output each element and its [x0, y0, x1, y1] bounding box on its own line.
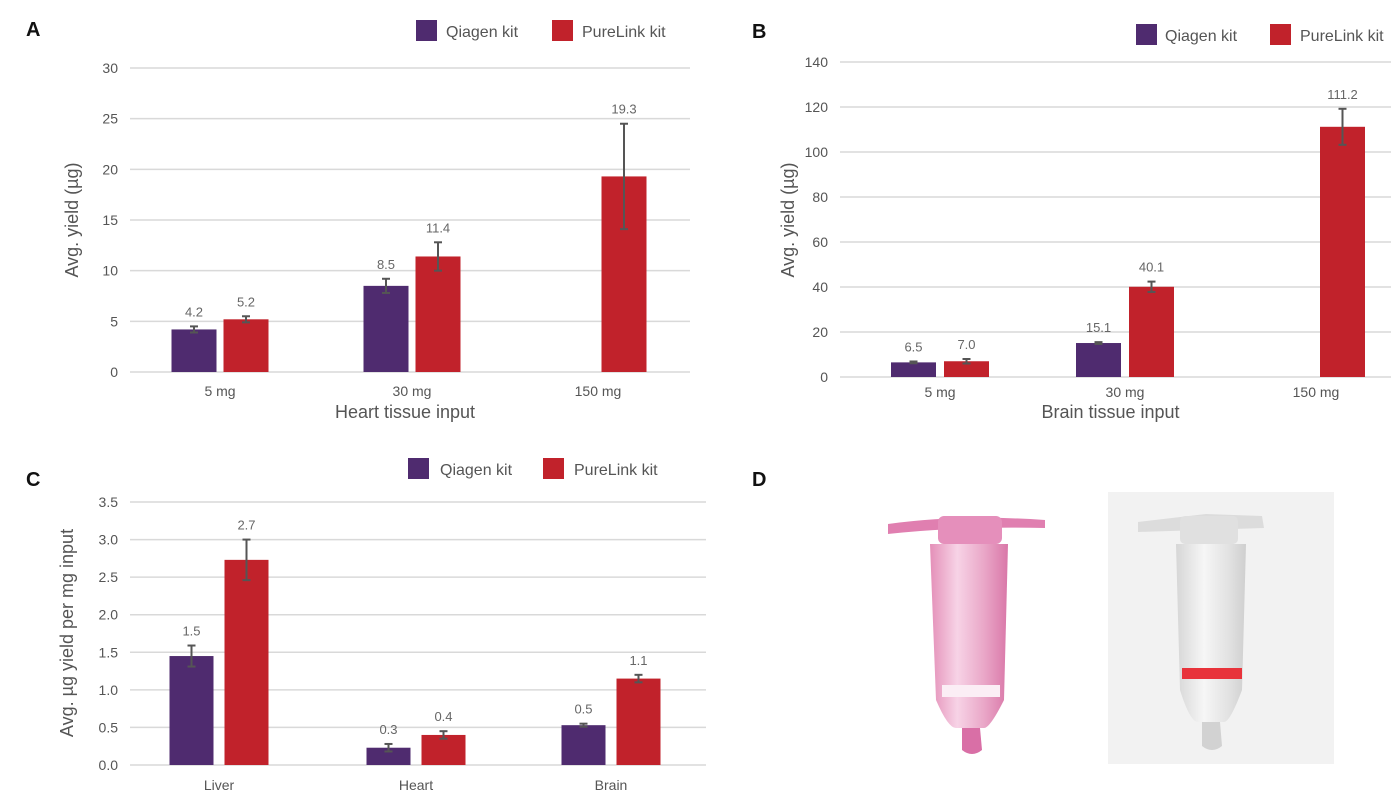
x-tick-label: 5 mg [204, 383, 235, 399]
bar-purelink [415, 256, 461, 372]
y-axis-label: Avg. yield (µg) [62, 162, 82, 277]
panel-letter-b: B [752, 21, 766, 43]
y-tick-label: 20 [102, 161, 118, 177]
legend-swatch [416, 20, 437, 41]
data-label: 5.2 [237, 294, 255, 309]
y-tick-label: 100 [805, 144, 829, 160]
pink-spin-column [888, 516, 1045, 754]
data-label: 15.1 [1086, 320, 1111, 335]
y-tick-label: 25 [102, 111, 118, 127]
x-axis-label: Heart tissue input [335, 402, 475, 422]
data-label: 2.7 [237, 518, 255, 533]
bar-qiagen [171, 329, 217, 372]
bar-qiagen [561, 725, 606, 765]
x-tick-label: 150 mg [1293, 384, 1340, 400]
bar-purelink [1129, 286, 1174, 377]
data-label: 0.3 [379, 722, 397, 737]
data-label: 7.0 [957, 337, 975, 352]
y-axis-label: Avg. µg yield per mg input [57, 529, 77, 737]
data-label: 19.3 [611, 102, 636, 117]
y-tick-label: 60 [812, 234, 828, 250]
panel-letter-d: D [752, 469, 766, 491]
y-tick-label: 0.0 [99, 757, 119, 773]
x-tick-label: 5 mg [924, 384, 955, 400]
bar-qiagen [891, 362, 936, 377]
data-label: 0.4 [434, 709, 452, 724]
data-label: 11.4 [426, 220, 450, 235]
y-tick-label: 40 [812, 279, 828, 295]
y-tick-label: 3.0 [99, 532, 119, 548]
data-label: 0.5 [574, 702, 592, 717]
bar-purelink [224, 559, 269, 765]
bar-purelink [944, 361, 989, 377]
y-tick-label: 0.5 [99, 719, 119, 735]
x-tick-label: 150 mg [575, 383, 622, 399]
y-tick-label: 2.0 [99, 607, 119, 623]
bar-purelink [421, 734, 466, 765]
y-tick-label: 1.5 [99, 644, 119, 660]
data-label: 4.2 [185, 304, 203, 319]
y-tick-label: 30 [102, 60, 118, 76]
bar-qiagen [169, 656, 214, 765]
x-tick-label: Brain [595, 777, 628, 793]
legend-label: PureLink kit [582, 24, 666, 41]
x-axis-label: Brain tissue input [1041, 402, 1179, 422]
clear-spin-column [1138, 514, 1264, 750]
legend-swatch [408, 458, 429, 479]
x-tick-label: Liver [204, 777, 235, 793]
legend-label: PureLink kit [1300, 28, 1384, 45]
data-label: 111.2 [1327, 87, 1358, 102]
y-tick-label: 80 [812, 189, 828, 205]
y-tick-label: 20 [812, 324, 828, 340]
y-tick-label: 1.0 [99, 682, 119, 698]
bar-qiagen [1076, 343, 1121, 377]
y-tick-label: 2.5 [99, 569, 119, 585]
data-label: 6.5 [904, 339, 922, 354]
bar-qiagen [363, 285, 409, 372]
bar-purelink [1320, 126, 1365, 377]
y-tick-label: 3.5 [99, 494, 119, 510]
legend-swatch [543, 458, 564, 479]
legend-label: PureLink kit [574, 462, 658, 479]
data-label: 8.5 [377, 257, 395, 272]
x-tick-label: 30 mg [393, 383, 432, 399]
chart-c: 0.0 0.5 1.0 1.5 2.0 2.5 3.0 3.5 1.5 0.3 0.5 2.7 0.4 1… [57, 458, 706, 793]
chart-a: 0 5 10 15 20 25 30 4.2 8.5 5.2 11.4 19.3 5 mg 30 mg 15… [62, 20, 690, 422]
y-tick-label: 0 [820, 369, 828, 385]
panel-letter-c: C [26, 469, 40, 491]
y-tick-label: 15 [102, 212, 118, 228]
bar-purelink [223, 319, 269, 372]
y-tick-label: 5 [110, 313, 118, 329]
data-label: 1.1 [629, 653, 647, 668]
data-label: 40.1 [1139, 260, 1164, 275]
y-tick-label: 120 [805, 99, 829, 115]
y-tick-label: 0 [110, 364, 118, 380]
bar-purelink [616, 678, 661, 765]
y-axis-label: Avg. yield (µg) [778, 162, 798, 277]
legend-label: Qiagen kit [440, 462, 513, 479]
y-tick-label: 10 [102, 263, 118, 279]
panel-letter-a: A [26, 19, 40, 41]
legend-label: Qiagen kit [446, 24, 519, 41]
legend-swatch [1136, 24, 1157, 45]
chart-b: 0 20 40 60 80 100 120 140 6.5 15.1 7.0 40.1 111.2 5 m… [778, 24, 1391, 422]
spin-column-photos [888, 492, 1334, 764]
x-tick-label: 30 mg [1106, 384, 1145, 400]
y-tick-label: 140 [805, 54, 829, 70]
legend-swatch [1270, 24, 1291, 45]
legend-swatch [552, 20, 573, 41]
bar-qiagen [366, 747, 411, 765]
data-label: 1.5 [182, 624, 200, 639]
x-tick-label: Heart [399, 777, 433, 793]
legend-label: Qiagen kit [1165, 28, 1238, 45]
